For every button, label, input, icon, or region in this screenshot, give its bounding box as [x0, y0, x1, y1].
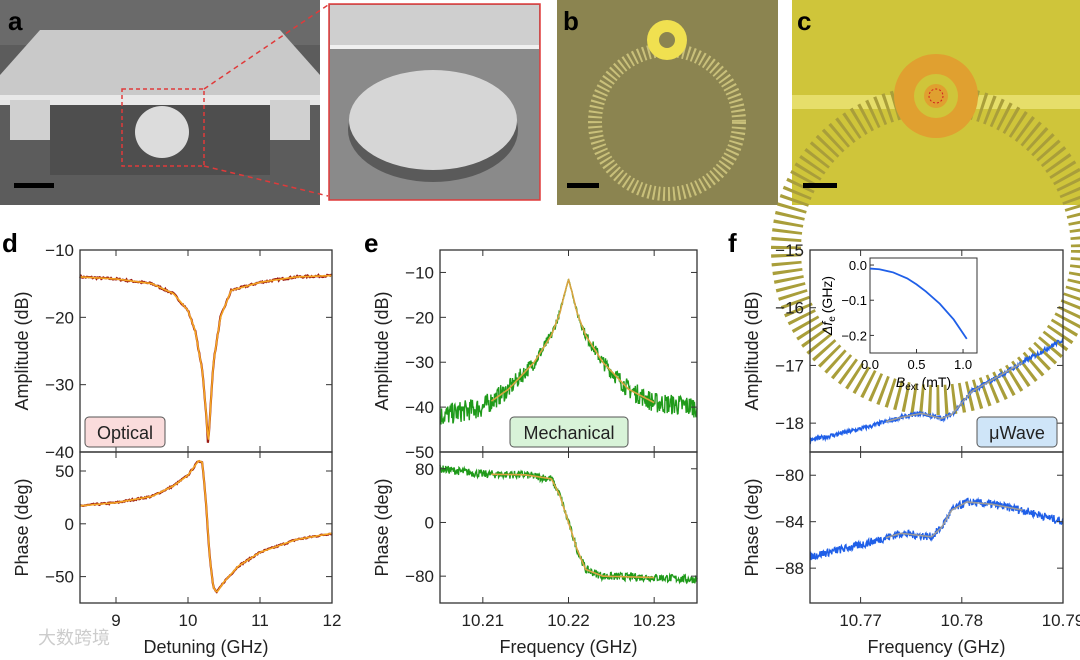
y-tick-label: −80 [775, 466, 804, 485]
y-tick-label: −20 [45, 308, 74, 327]
panel-f-top-ylabel: Amplitude (dB) [742, 291, 762, 410]
inset-y-tick-label: −0.2 [841, 328, 867, 343]
y-tick-label: −40 [45, 443, 74, 462]
plots: −10 −20 −30 −40 Amplitude (dB) 50 0 −50 Phase (d… [12, 241, 1080, 657]
panel-f-badge [976, 416, 1058, 448]
panel-d-bottom-ylabel: Phase (deg) [12, 478, 32, 576]
y-tick-label: −16 [775, 299, 804, 318]
inset-line [869, 267, 968, 340]
panel-e-bottom-ylabel: Phase (deg) [372, 478, 392, 576]
panel-d-xlabel: Detuning (GHz) [143, 637, 268, 657]
x-tick-label: 10.78 [941, 611, 984, 630]
panel-f-xlabel: Frequency (GHz) [867, 637, 1005, 657]
watermark: 大数跨境 [38, 628, 110, 648]
inset-y-tick-label: 0.0 [849, 258, 867, 273]
inset-x-tick-label: 0.0 [861, 357, 879, 372]
y-tick-label: −40 [405, 398, 434, 417]
panel-e-top-plot: −10 −20 −30 −40 −50 Amplitude (dB) [372, 249, 698, 462]
inset-ylabel-unit: (GHz) [819, 276, 835, 313]
panel-label-e: e [364, 228, 378, 258]
y-tick-label: 0 [425, 513, 434, 532]
panel-label-b: b [563, 6, 579, 36]
panel-f-bottom-data-line [809, 496, 1064, 561]
y-tick-label: −10 [45, 241, 74, 260]
y-tick-label: −18 [775, 414, 804, 433]
y-tick-label: 0 [65, 515, 74, 534]
panel-d-bottom-data-line [79, 459, 333, 594]
panel-d-top-fit-line [79, 274, 332, 440]
y-tick-label: −84 [775, 513, 804, 532]
x-tick-label: 10.22 [547, 611, 590, 630]
y-tick-label: −50 [45, 568, 74, 587]
panel-f-bottom-fit-line [885, 501, 1023, 539]
x-tick-label: 10 [179, 611, 198, 630]
panel-label-c: c [797, 6, 811, 36]
panel-e-top-fit-line [490, 277, 655, 404]
panel-e-top-ylabel: Amplitude (dB) [372, 291, 392, 410]
inset-ylabel-sub: e [827, 316, 838, 322]
panel-f-bottom-ylabel: Phase (deg) [742, 478, 762, 576]
inset-ylabel-main: Δf [819, 320, 835, 336]
y-tick-label: −30 [45, 376, 74, 395]
panel-b-optical-image: b [557, 0, 778, 205]
y-tick-label: −88 [775, 559, 804, 578]
y-tick-label: −15 [775, 241, 804, 260]
panel-d-badge [84, 416, 166, 448]
panel-a-zoom-inset [328, 3, 541, 201]
panel-label-a: a [8, 6, 23, 36]
x-tick-label: 10.21 [462, 611, 505, 630]
inset-x-tick-label: 1.0 [954, 357, 972, 372]
inset-xlabel-sub: ext [905, 382, 919, 393]
inset-ylabel: Δfe (GHz) [819, 276, 838, 336]
panel-d-top-ylabel: Amplitude (dB) [12, 291, 32, 410]
x-tick-label: 10.77 [839, 611, 882, 630]
x-tick-label: 9 [111, 611, 120, 630]
panel-e-top-data-line [439, 279, 698, 425]
inset-xlabel: Bext (mT) [896, 374, 951, 393]
panel-e-bottom-plot: 80 0 −80 Phase (deg) [372, 451, 698, 604]
panel-d-badge-label: Optical [97, 423, 153, 443]
y-tick-label: −20 [405, 308, 434, 327]
panel-f-badge-label: μWave [989, 423, 1045, 443]
panel-e-badge [509, 416, 629, 448]
y-tick-label: −10 [405, 263, 434, 282]
y-tick-label: −30 [405, 353, 434, 372]
panel-e-bottom-fit-line [491, 473, 655, 579]
panel-d-bottom-frame [79, 451, 333, 604]
panel-f-top-fit-line [885, 361, 1023, 423]
inset-frame [869, 257, 978, 354]
y-tick-label: 80 [415, 460, 434, 479]
panel-f-top-plot: −15 −16 −17 −18 Amplitude (dB) [742, 241, 1064, 453]
panel-d-top-plot: −10 −20 −30 −40 Amplitude (dB) [12, 241, 333, 462]
y-tick-label: −50 [405, 443, 434, 462]
inset-x-tick-label: 0.5 [907, 357, 925, 372]
panel-d-bottom-fit-line [79, 460, 333, 593]
x-tick-label: 10.23 [633, 611, 676, 630]
panel-d-bottom-plot: 50 0 −50 Phase (deg) [12, 451, 333, 604]
inset-xlabel-main: B [896, 374, 905, 390]
x-tick-label: 10.79 [1042, 611, 1080, 630]
panel-a-sem-image: a [0, 0, 329, 205]
panel-label-f: f [728, 228, 737, 258]
y-tick-label: −17 [775, 356, 804, 375]
panel-e-xlabel: Frequency (GHz) [499, 637, 637, 657]
inset-xlabel-unit: (mT) [922, 374, 952, 390]
inset-y-tick-label: −0.1 [841, 293, 867, 308]
panel-f-inset: 0.0 0.5 1.0 0.0 −0.1 −0.2 Bext (mT) Δfe (GHz) [819, 257, 978, 393]
x-tick-label: 11 [251, 611, 269, 630]
panel-e-badge-label: Mechanical [523, 423, 614, 443]
panel-c-optical-image: c [771, 0, 1080, 415]
panel-f-bottom-plot: −80 −84 −88 Phase (deg) [742, 451, 1064, 604]
panel-label-d: d [2, 228, 18, 258]
panel-f-bottom-frame [809, 451, 1064, 604]
x-tick-label: 12 [323, 611, 342, 630]
y-tick-label: 50 [55, 462, 74, 481]
y-tick-label: −80 [405, 567, 434, 586]
